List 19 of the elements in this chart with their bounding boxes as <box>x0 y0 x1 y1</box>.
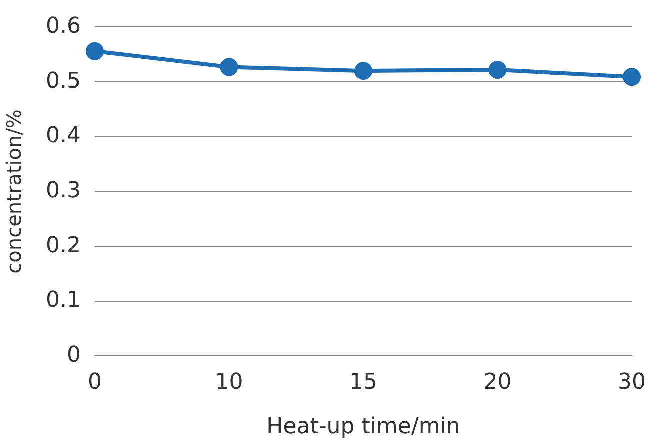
x-tick-label: 10 <box>215 370 244 396</box>
x-tick-label: 20 <box>484 370 512 396</box>
x-axis-title: Heat-up time/min <box>266 414 460 440</box>
x-tick-label: 15 <box>349 370 378 396</box>
point <box>86 42 104 60</box>
x-tick-label: 0 <box>88 370 102 396</box>
y-tick-label: 0 <box>66 342 81 368</box>
y-tick-label: 0.3 <box>46 178 81 204</box>
x-tick-label: 30 <box>618 370 646 396</box>
y-axis-title: concentration/% <box>2 110 26 274</box>
point <box>220 58 238 76</box>
y-tick-label: 0.6 <box>46 14 81 39</box>
point <box>354 62 372 80</box>
y-tick-label: 0.4 <box>46 124 81 149</box>
point <box>623 68 642 86</box>
point <box>488 60 507 79</box>
y-tick-label: 0.2 <box>46 233 81 258</box>
y-tick-label: 0.5 <box>46 68 81 94</box>
y-tick-label: 0.1 <box>46 288 81 314</box>
